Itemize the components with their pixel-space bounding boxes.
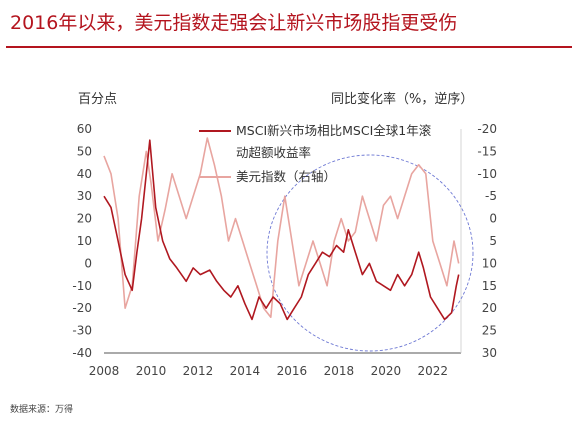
y-right-tick-label: 5 <box>489 234 497 248</box>
y-left-tick-label: -20 <box>72 301 92 315</box>
y-right-tick-label: 15 <box>482 279 497 293</box>
y-right-tick-label: 25 <box>482 324 497 338</box>
legend-label-msci: MSCI新兴市场相比MSCI全球1年滚 <box>236 123 432 138</box>
y-left-tick-label: -40 <box>72 346 92 360</box>
y-left-tick-label: 10 <box>77 234 92 248</box>
x-tick-label: 2014 <box>230 364 261 378</box>
x-tick-label: 2010 <box>136 364 167 378</box>
x-axis-baseline <box>104 129 462 354</box>
y-right-tick-label: -10 <box>477 167 497 181</box>
y-left-tick-label: -10 <box>72 279 92 293</box>
highlight-ellipse-shape <box>266 154 474 352</box>
x-tick-label: 2018 <box>324 364 355 378</box>
y-left-tick-label: 0 <box>84 256 92 270</box>
y-left-tick-label: 50 <box>77 144 92 158</box>
x-tick-label: 2020 <box>371 364 402 378</box>
legend-label-msci-cont: 动超额收益率 <box>236 145 311 160</box>
y-right-tick-label: 0 <box>489 212 497 226</box>
y-right-tick-label: -15 <box>477 144 497 158</box>
x-tick-label: 2012 <box>183 364 214 378</box>
left-axis-unit: 百分点 <box>78 92 118 107</box>
y-left-tick-label: 20 <box>77 212 92 226</box>
right-axis-unit: 同比变化率（%，逆序） <box>331 92 474 107</box>
source-note: 数据来源：万得 <box>10 405 74 415</box>
y-right-tick-label: 10 <box>482 256 497 270</box>
y-right-tick-label: -20 <box>477 122 497 136</box>
y-right-tick-label: 20 <box>482 301 497 315</box>
series-msci-excess-return <box>103 139 460 321</box>
x-tick-label: 2016 <box>277 364 308 378</box>
x-tick-label: 2022 <box>418 364 449 378</box>
series-layer <box>103 137 460 321</box>
highlight-ellipse <box>266 154 474 352</box>
y-left-tick-label: 60 <box>77 122 92 136</box>
y-left-tick-label: -30 <box>72 324 92 338</box>
x-tick-label: 2008 <box>89 364 120 378</box>
tick-labels: 6050403020100-10-20-30-40-20-15-10-50510… <box>72 122 497 378</box>
y-right-tick-label: -5 <box>485 189 497 203</box>
page-title: 2016年以来，美元指数走强会让新兴市场股指更受伤 <box>10 12 458 34</box>
y-left-tick-label: 40 <box>77 167 92 181</box>
y-left-tick-label: 30 <box>77 189 92 203</box>
title-divider <box>6 46 572 48</box>
series-dollar-index <box>103 137 460 319</box>
legend-label-dollar: 美元指数（右轴） <box>236 169 336 184</box>
y-right-tick-label: 30 <box>482 346 497 360</box>
